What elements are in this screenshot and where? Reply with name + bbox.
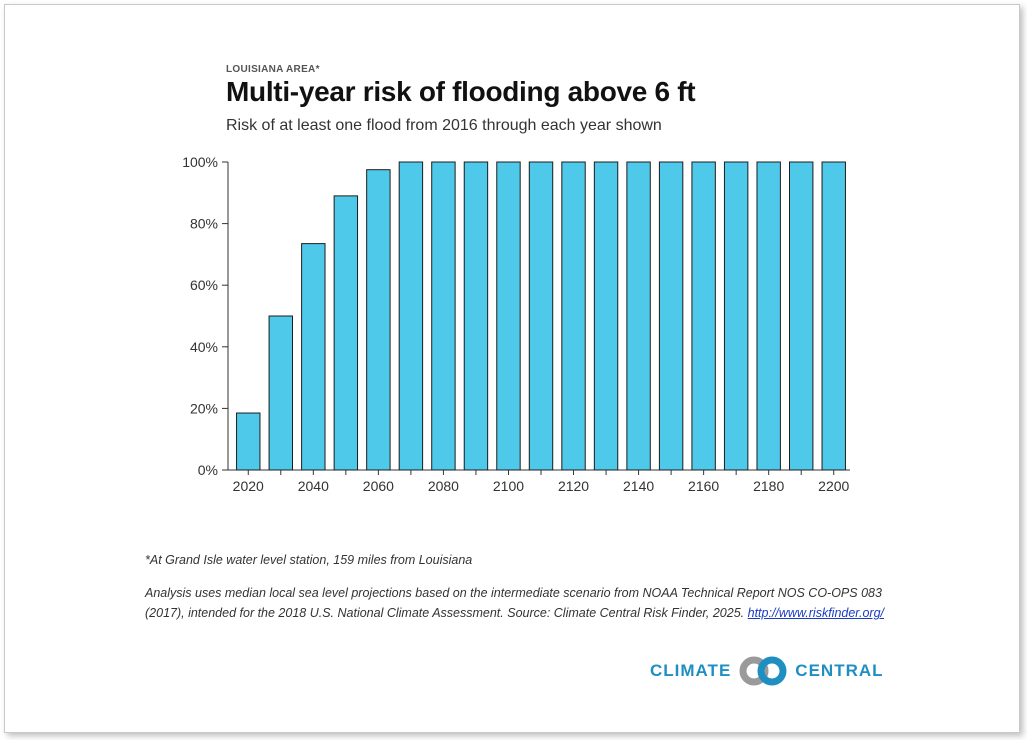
source-note: Analysis uses median local sea level pro…: [145, 583, 885, 623]
climate-central-logo: CLIMATE CENTRAL: [650, 656, 884, 686]
bar: [236, 412, 261, 471]
y-tick-label: 60%: [190, 277, 218, 293]
x-tick-label: 2180: [753, 478, 784, 494]
y-tick-label: 80%: [190, 216, 218, 232]
bar: [821, 161, 846, 471]
x-tick-label: 2020: [233, 478, 264, 494]
bar: [431, 161, 456, 471]
bar: [366, 169, 391, 471]
x-tick-label: 2160: [688, 478, 719, 494]
y-tick-label: 100%: [182, 154, 218, 170]
bar: [691, 161, 716, 471]
bar: [723, 161, 749, 471]
y-tick-label: 0%: [198, 462, 218, 478]
logo-left-word: CLIMATE: [650, 661, 732, 680]
logo-right-word: CENTRAL: [795, 661, 884, 680]
y-tick-label: 20%: [190, 400, 218, 416]
y-tick-label: 40%: [190, 339, 218, 355]
bar: [301, 243, 326, 471]
chart-kicker: LOUISIANA AREA*: [226, 64, 320, 75]
chart-title: Multi-year risk of flooding above 6 ft: [226, 76, 696, 107]
x-tick-label: 2200: [818, 478, 849, 494]
bar: [561, 161, 586, 471]
bar: [268, 315, 293, 471]
chart-subtitle: Risk of at least one flood from 2016 thr…: [226, 117, 662, 134]
source-link[interactable]: http://www.riskfinder.org/: [747, 606, 885, 620]
footnote: *At Grand Isle water level station, 159 …: [145, 553, 473, 567]
source-text: Analysis uses median local sea level pro…: [145, 586, 882, 620]
x-tick-label: 2060: [363, 478, 394, 494]
x-tick-label: 2040: [298, 478, 329, 494]
bar: [398, 161, 424, 471]
bar: [626, 161, 651, 471]
bar: [756, 161, 781, 471]
bar: [333, 195, 359, 471]
bar: [658, 161, 684, 471]
x-tick-label: 2100: [493, 478, 524, 494]
x-tick-label: 2080: [428, 478, 459, 494]
bar: [593, 161, 619, 471]
bar: [789, 161, 814, 471]
bar: [463, 161, 489, 471]
x-tick-label: 2140: [623, 478, 654, 494]
x-tick-label: 2120: [558, 478, 589, 494]
bar: [496, 161, 521, 471]
climate-central-logo-icon: [739, 656, 787, 686]
bar-chart: 0% 20% 40% 60% 80% 100% 2020 2040 2060 2080 2100 21…: [182, 154, 850, 494]
bar: [528, 161, 554, 471]
